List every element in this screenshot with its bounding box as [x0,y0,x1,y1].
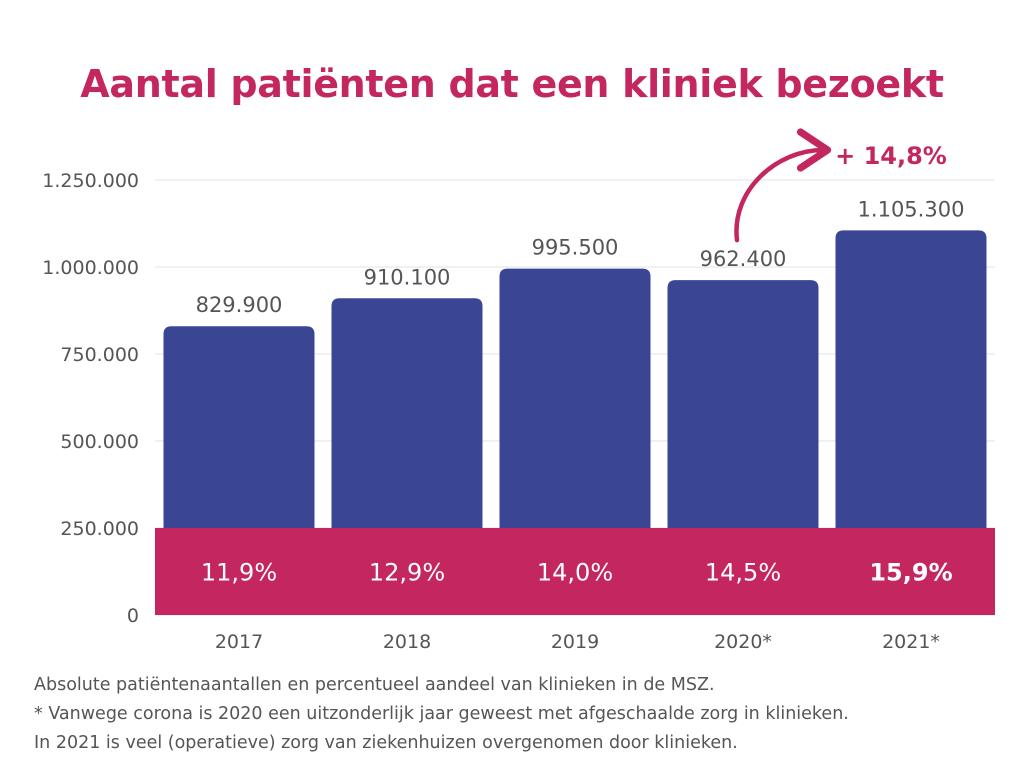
y-tick-label: 750.000 [60,344,139,366]
value-label: 962.400 [700,247,787,271]
value-label: 995.500 [532,236,619,260]
share-label: 14,5% [705,559,781,587]
growth-arrow [734,128,832,243]
note-line: * Vanwege corona is 2020 een uitzonderli… [34,704,849,724]
chart-title: Aantal patiënten dat een kliniek bezoekt [80,62,944,106]
chart-notes: Absolute patiëntenaantallen en percentue… [34,671,1014,758]
share-label: 14,0% [537,559,613,587]
value-label: 829.900 [196,293,283,317]
x-tick-label: 2020* [714,631,772,653]
growth-label: + 14,8% [835,142,947,170]
y-axis: 0 250.000 500.000 750.000 1.000.000 1.250.000 [42,170,139,627]
share-band [155,528,995,615]
x-tick-label: 2017 [215,631,263,653]
note-line: Absolute patiëntenaantallen en percentue… [34,675,715,695]
x-tick-label: 2021* [882,631,940,653]
x-tick-label: 2018 [383,631,431,653]
bar [835,230,987,616]
share-label: 12,9% [369,559,445,587]
y-tick-label: 1.250.000 [42,170,139,192]
x-tick-label: 2019 [551,631,599,653]
y-tick-label: 500.000 [60,431,139,453]
value-label: 1.105.300 [858,197,965,221]
value-label: 910.100 [364,265,451,289]
share-label: 11,9% [201,559,277,587]
labels: 829.900 2017 910.100 2018 995.500 2019 962.400… [196,197,965,653]
y-tick-label: 1.000.000 [42,257,139,279]
share-band-rect [155,528,995,615]
note-line: In 2021 is veel (operatieve) zorg van zi… [34,733,738,753]
growth-annotation: + 14,8% [734,128,947,243]
share-label: 15,9% [869,559,952,587]
y-tick-label: 0 [127,605,139,627]
y-tick-label: 250.000 [60,518,139,540]
